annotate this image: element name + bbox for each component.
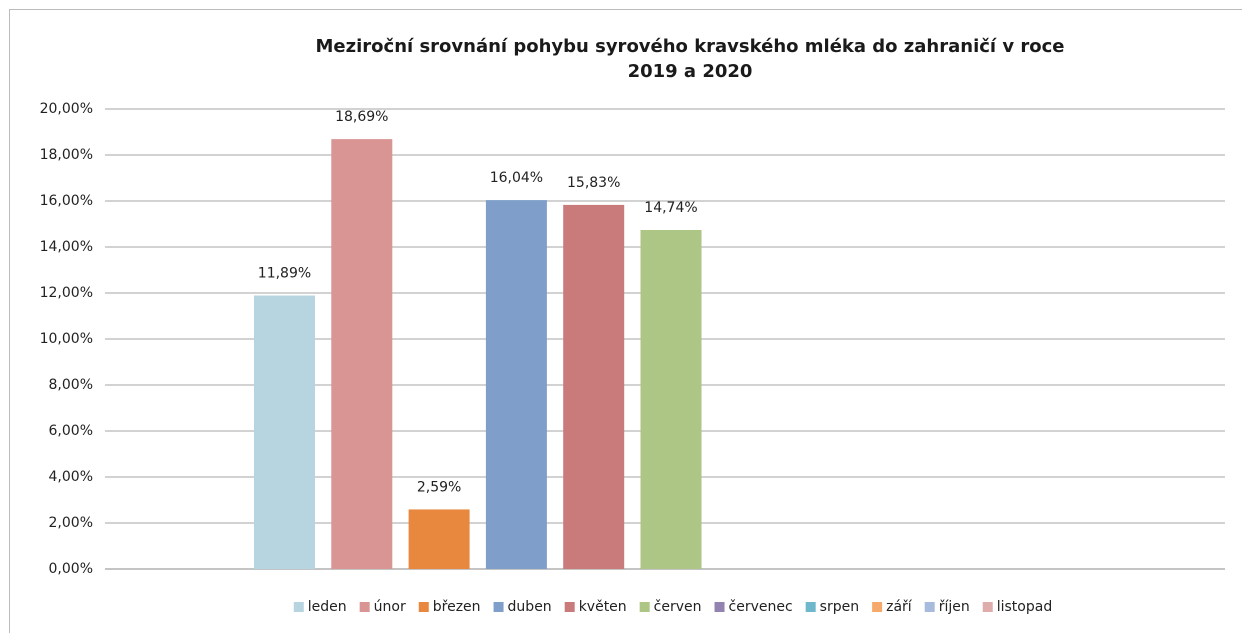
legend-label: březen [433,599,481,615]
data-label: 15,83% [567,175,620,191]
data-label: 14,74% [644,200,697,216]
legend-swatch [493,602,504,612]
bar [331,139,393,569]
legend-label: květen [579,599,627,615]
bar [640,229,702,570]
legend-label: leden [308,599,347,615]
legend-swatch [924,602,935,612]
bar [563,204,625,569]
legend-label: srpen [820,599,859,615]
legend-swatch [805,602,816,612]
legend-swatch [872,602,883,612]
y-tick-label: 14,00% [40,239,93,255]
legend-swatch [293,602,304,612]
legend-swatch [359,602,370,612]
y-tick-label: 4,00% [49,469,93,485]
legend-label: duben [508,599,552,615]
y-tick-label: 10,00% [40,331,93,347]
y-tick-label: 2,00% [49,515,93,531]
y-tick-label: 8,00% [49,377,93,393]
legend-swatch [564,602,575,612]
legend-label: říjen [939,599,970,615]
bar [485,200,547,569]
y-tick-label: 6,00% [49,423,93,439]
legend-label: listopad [997,599,1052,615]
bar [254,295,315,569]
legend-swatch [982,602,993,612]
legend-label: červenec [729,599,793,615]
y-tick-label: 16,00% [40,193,93,209]
y-tick-label: 12,00% [40,285,93,301]
data-label: 2,59% [417,479,461,495]
data-label: 16,04% [490,170,543,186]
legend-swatch [714,602,725,612]
data-label: 18,69% [335,109,388,125]
chart-title: Meziroční srovnání pohybu syrového kravs… [315,36,1065,82]
legend-label: červen [654,599,702,615]
chart-border [9,9,1242,633]
legend-label: září [886,599,913,615]
legend-label: únor [374,599,406,615]
legend-swatch [639,602,650,612]
data-label: 11,89% [258,266,311,282]
y-tick-label: 0,00% [49,561,93,577]
y-tick-label: 18,00% [40,147,93,163]
legend-swatch [418,602,429,612]
bar [408,509,470,569]
y-tick-label: 20,00% [40,101,93,117]
